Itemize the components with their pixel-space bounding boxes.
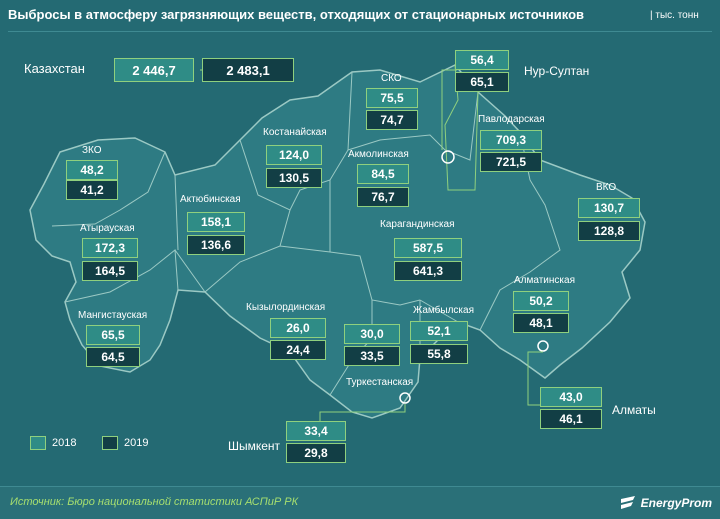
region-almaty-region-2018: 50,2 [513,291,569,311]
region-almaty-region-2019: 48,1 [513,313,569,333]
region-almaty-city-2019: 46,1 [540,409,602,429]
region-vko-2019: 128,8 [578,221,640,241]
region-sko-2018: 75,5 [366,88,418,108]
source-note: Источник: Бюро национальной статистики А… [10,496,299,508]
region-label-zko: ЗКО [82,145,102,156]
region-pavlodar-2019: 721,5 [480,152,542,172]
region-label-pavlodar: Павлодарская [478,114,545,125]
region-pavlodar-2018: 709,3 [480,130,542,150]
region-label-almaty-city: Алматы [612,403,656,417]
energyprom-logo-text: EnergyProm [640,496,712,510]
region-akmola-2018: 84,5 [357,164,409,184]
region-sko-2019: 74,7 [366,110,418,130]
energyprom-logo-icon [620,496,635,509]
region-zhambyl-2018: 52,1 [410,321,468,341]
region-akmola-2019: 76,7 [357,187,409,207]
kazakhstan-value-2018: 2 446,7 [114,58,194,82]
almaty-marker [537,340,549,352]
region-almaty-city-2018: 43,0 [540,387,602,407]
region-karaganda-2019: 641,3 [394,261,462,281]
region-turkestan-2019: 33,5 [344,346,400,366]
energyprom-logo: EnergyProm [619,495,712,511]
leader-line-almaty [527,351,543,406]
region-label-aktobe: Актюбинская [180,194,241,205]
region-kostanay-2018: 124,0 [266,145,322,165]
region-label-zhambyl: Жамбылская [413,305,474,316]
region-aktobe-2019: 136,6 [187,235,245,255]
region-label-sko: СКО [381,73,402,84]
internal-border-kyzylorda [204,245,421,306]
page-title: Выбросы в атмосферу загрязняющих веществ… [8,7,585,22]
region-label-almaty-region: Алматинская [514,275,575,286]
region-label-kyzylorda: Кызылординская [246,302,326,313]
unit-label: | тыс. тонн [650,10,699,21]
legend-swatch-2018 [30,436,46,450]
region-label-atyrau: Атырауская [80,223,135,234]
internal-border-atyrau [64,249,179,303]
internal-border-aktobe [174,174,206,293]
region-aktobe-2018: 158,1 [187,212,245,232]
region-label-vko: ВКО [596,182,617,193]
region-zhambyl-2019: 55,8 [410,344,468,364]
internal-border-nursultan [444,64,479,191]
region-label-kostanay: Костанайская [263,127,327,138]
legend-swatch-2019 [102,436,118,450]
internal-border-zko [51,151,166,227]
region-mangistau-2019: 64,5 [86,347,140,367]
nur-sultan-marker [441,150,455,164]
region-mangistau-2018: 65,5 [86,325,140,345]
region-atyrau-2018: 172,3 [82,238,138,258]
region-label-karaganda: Карагандинская [380,219,455,230]
region-atyrau-2019: 164,5 [82,261,138,281]
leader-line-nursultan [441,69,457,150]
legend-label-2019: 2019 [124,437,149,449]
region-kyzylorda-2019: 24,4 [270,340,326,360]
shymkent-marker [399,392,411,404]
title-divider [8,31,712,32]
region-zko-2018: 48,2 [66,160,118,180]
legend-label-2018: 2018 [52,437,77,449]
region-label-shymkent: Шымкент [228,439,281,453]
footer: Источник: Бюро национальной статистики А… [0,486,720,519]
region-label-nursultan: Нур-Султан [524,64,590,78]
region-kostanay-2019: 130,5 [266,168,322,188]
kazakhstan-label: Казахстан [24,61,85,76]
internal-border-akmola [347,91,479,161]
region-label-turkestan: Туркестанская [346,377,414,388]
region-label-mangistau: Мангистауская [78,310,148,321]
region-turkestan-2018: 30,0 [344,324,400,344]
region-nursultan-2019: 65,1 [455,72,509,92]
region-label-akmola: Акмолинская [348,149,409,160]
region-shymkent-2019: 29,8 [286,443,346,463]
region-nursultan-2018: 56,4 [455,50,509,70]
region-vko-2018: 130,7 [578,198,640,218]
region-zko-2019: 41,2 [66,180,118,200]
region-karaganda-2018: 587,5 [394,238,462,258]
kazakhstan-value-2019: 2 483,1 [202,58,294,82]
region-shymkent-2018: 33,4 [286,421,346,441]
region-kyzylorda-2018: 26,0 [270,318,326,338]
